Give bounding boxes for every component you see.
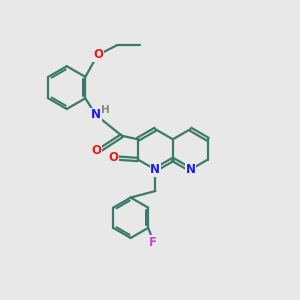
Text: H: H: [101, 105, 110, 115]
Text: N: N: [150, 163, 160, 176]
Text: F: F: [148, 236, 157, 249]
Text: N: N: [91, 108, 101, 122]
Text: N: N: [185, 163, 195, 176]
Text: O: O: [92, 144, 101, 157]
Text: O: O: [93, 48, 103, 61]
Text: O: O: [108, 151, 118, 164]
